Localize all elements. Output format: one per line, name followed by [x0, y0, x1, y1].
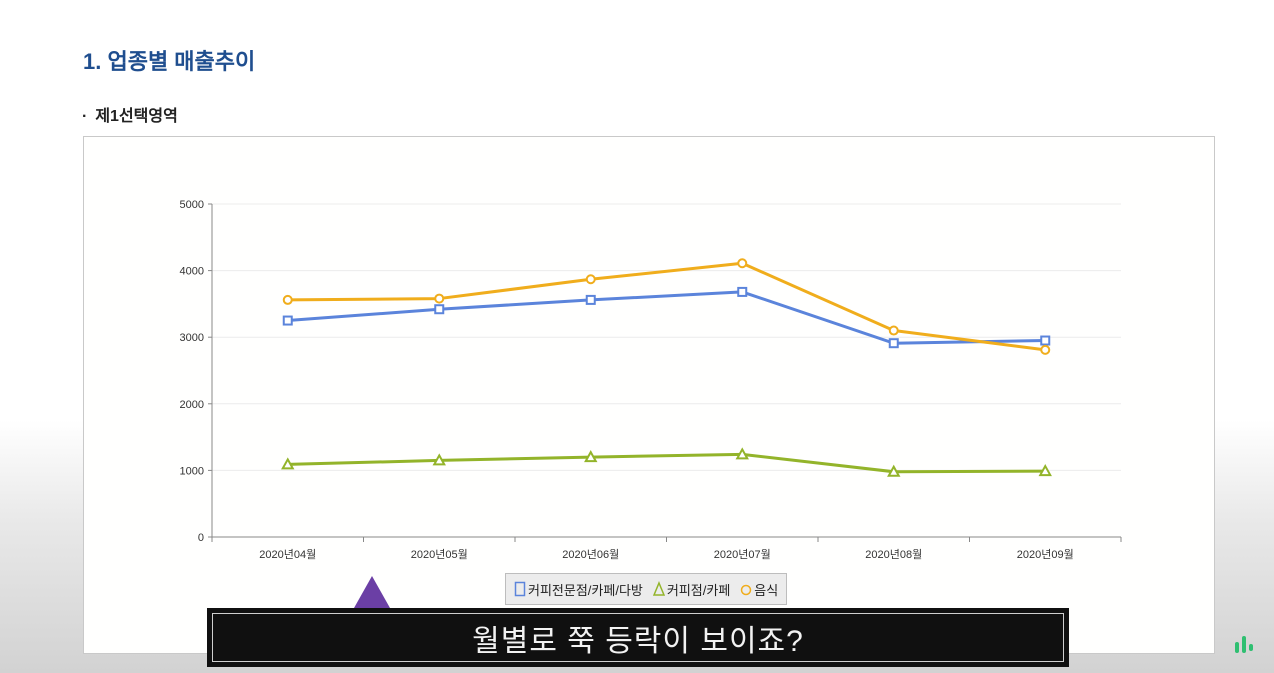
data-point-series-3[interactable]: [1040, 344, 1051, 355]
triangle-pointer-icon: [354, 576, 390, 608]
square-marker-icon: [514, 581, 526, 597]
legend-item-1[interactable]: 커피전문점/카페/다방: [514, 580, 643, 599]
data-point-series-1[interactable]: [737, 286, 748, 297]
caption-box: 월별로 쭉 등락이 보이죠?: [207, 608, 1069, 667]
triangle-marker-icon: [652, 581, 665, 596]
chart-frame: 0 1000 2000 3000 4000 5000 2020년04월 2020년05월 202…: [83, 136, 1215, 654]
y-tick-label: 1000: [180, 465, 204, 477]
x-tick-label: 2020년08월: [865, 548, 922, 561]
legend-item-2[interactable]: 커피점/카페: [652, 580, 731, 599]
circle-marker-icon: [741, 584, 752, 596]
data-point-series-2[interactable]: [735, 447, 749, 460]
legend-label: 음식: [754, 582, 779, 598]
data-point-series-2[interactable]: [281, 457, 295, 470]
data-point-series-3[interactable]: [737, 258, 748, 269]
legend-label: 커피전문점/카페/다방: [528, 582, 643, 598]
bullet: ·: [82, 108, 88, 125]
series-line-2: [287, 452, 1046, 474]
x-tick-label: 2020년04월: [259, 548, 316, 561]
data-point-series-1[interactable]: [282, 315, 293, 326]
series-line-1: [287, 290, 1046, 345]
data-point-series-2[interactable]: [584, 450, 598, 463]
series-line-3: [287, 261, 1046, 352]
caption-text: 월별로 쭉 등락이 보이죠?: [212, 613, 1064, 662]
data-point-series-2[interactable]: [1038, 464, 1052, 477]
data-point-series-3[interactable]: [888, 325, 899, 336]
sub-title: · 제1선택영역: [82, 102, 178, 126]
data-point-series-3[interactable]: [282, 294, 293, 305]
x-tick-label: 2020년05월: [411, 548, 468, 561]
y-tick-label: 0: [198, 532, 204, 544]
data-point-series-3[interactable]: [434, 293, 445, 304]
data-point-series-1[interactable]: [888, 338, 899, 349]
line-chart: 0 1000 2000 3000 4000 5000 2020년04월 2020년05월 202…: [180, 199, 1122, 561]
sub-title-text: 제1선택영역: [95, 108, 178, 125]
y-tick-label: 4000: [180, 266, 204, 278]
x-tick-label: 2020년06월: [562, 548, 619, 561]
data-point-series-3[interactable]: [585, 274, 596, 285]
chart-legend[interactable]: 커피전문점/카페/다방 커피점/카페 음식: [505, 573, 788, 605]
data-point-series-1[interactable]: [1040, 335, 1051, 346]
data-point-series-1[interactable]: [585, 294, 596, 305]
section-title: 1. 업종별 매출추이: [83, 49, 256, 74]
y-tick-label: 3000: [180, 332, 204, 344]
legend-label: 커피점/카페: [666, 582, 731, 598]
x-tick-label: 2020년07월: [714, 548, 771, 561]
y-tick-label: 5000: [180, 199, 204, 211]
bar-logo-icon: [1235, 636, 1253, 653]
legend-item-3[interactable]: 음식: [740, 580, 778, 599]
y-tick-label: 2000: [180, 399, 204, 411]
data-point-series-2[interactable]: [887, 464, 901, 477]
x-tick-label: 2020년09월: [1017, 548, 1074, 561]
data-point-series-2[interactable]: [432, 453, 446, 466]
data-point-series-1[interactable]: [434, 304, 445, 315]
